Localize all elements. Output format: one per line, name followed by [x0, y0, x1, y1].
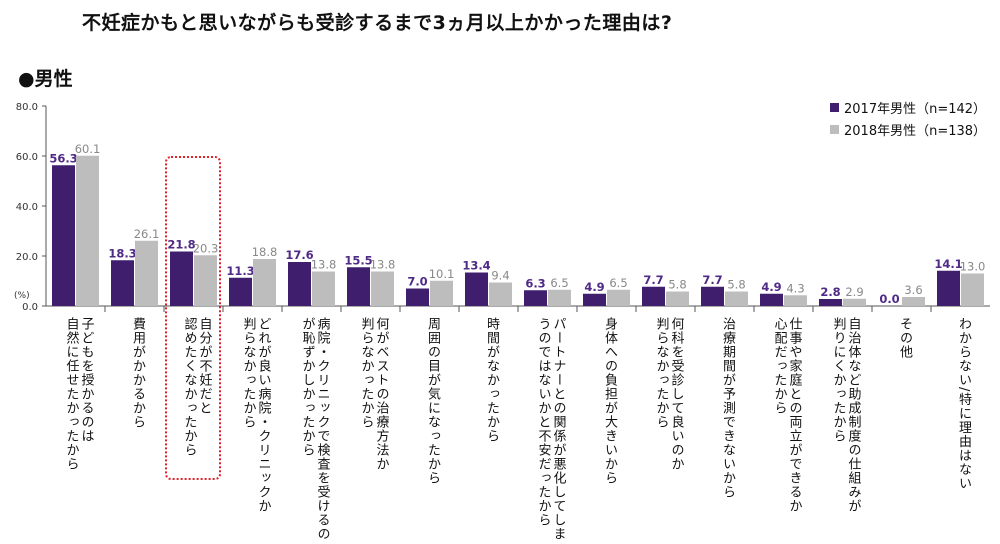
bar-2017	[52, 165, 75, 306]
bar-2018	[843, 298, 866, 306]
data-label-2018: 4.3	[786, 281, 804, 295]
bar-2018	[666, 291, 689, 306]
bar-2017	[583, 293, 606, 306]
data-label-2018: 60.1	[75, 142, 101, 156]
data-label-2017: 0.0	[879, 292, 899, 306]
bar-2018	[902, 297, 925, 306]
y-tick-label: 40.0	[16, 202, 38, 213]
bar-2018	[961, 273, 984, 306]
bar-2018	[784, 295, 807, 306]
y-tick-label: 80.0	[16, 102, 38, 113]
x-category-label: パートナーとの関係が悪化してしま うのではないかと不安だったから	[535, 317, 566, 541]
y-tick-label: 0.0	[22, 302, 38, 313]
data-label-2018: 2.9	[845, 285, 863, 299]
x-category-label: 時間がなかったから	[484, 317, 499, 443]
bar-2018	[548, 289, 571, 306]
data-label-2018: 6.5	[550, 276, 568, 290]
x-category-label: 何がベストの治療方法か 判らなかったから	[358, 317, 389, 471]
legend-label-2018: 2018年男性（n=138）	[844, 123, 987, 139]
data-label-2017: 56.3	[49, 151, 77, 165]
y-tick-label: 60.0	[16, 152, 38, 163]
data-label-2018: 13.8	[370, 258, 396, 272]
bar-2017	[111, 260, 134, 306]
x-category-label: どれが良い病院・クリニックか 判らなかったから	[240, 317, 271, 513]
bar-2018	[489, 282, 512, 306]
legend-swatch-2017	[830, 102, 839, 112]
data-label-2017: 11.3	[226, 264, 254, 278]
data-label-2017: 14.1	[934, 257, 962, 271]
bar-2017	[701, 286, 724, 306]
data-label-2017: 7.7	[702, 273, 722, 287]
data-label-2017: 4.9	[584, 280, 604, 294]
data-label-2018: 13.0	[960, 260, 986, 274]
bar-2017	[642, 286, 665, 306]
data-label-2017: 17.6	[285, 248, 313, 262]
x-category-label: 病院・クリニックで検査を受けるの が恥ずかしかったから	[299, 317, 330, 541]
bar-2018	[253, 259, 276, 306]
x-category-label: わからない/特に理由はない	[956, 317, 971, 491]
legend-swatch-2018	[830, 124, 839, 134]
legend-item-2018: 2018年男性（n=138）	[830, 118, 986, 140]
bar-2017	[347, 267, 370, 306]
x-category-label: 自分が不妊だと 認めたくなかったから	[181, 317, 212, 457]
data-label-2018: 6.5	[609, 276, 627, 290]
bar-2018	[725, 291, 748, 306]
data-label-2017: 4.9	[761, 280, 781, 294]
data-label-2018: 13.8	[311, 258, 337, 272]
section-label: ●男性	[18, 68, 73, 90]
x-category-label: その他	[897, 317, 912, 359]
data-label-2018: 5.8	[668, 278, 686, 292]
bar-2017	[406, 288, 429, 306]
data-label-2018: 26.1	[134, 227, 160, 241]
chart-title: 不妊症かもと思いながらも受診するまで3ヵ月以上かかった理由は?	[82, 12, 673, 34]
bar-2018	[430, 280, 453, 306]
bar-2018	[312, 271, 335, 306]
data-label-2018: 20.3	[193, 241, 219, 255]
data-label-2017: 7.7	[643, 273, 663, 287]
bar-2018	[607, 289, 630, 306]
bar-2018	[135, 240, 158, 306]
data-label-2018: 10.1	[429, 267, 455, 281]
legend-label-2017: 2017年男性（n=142）	[844, 101, 987, 117]
x-category-label: 子どもを授かるのは 自然に任せたかったから	[63, 317, 94, 471]
data-label-2017: 6.3	[525, 276, 545, 290]
legend: 2017年男性（n=142） 2018年男性（n=138）	[830, 96, 986, 140]
bar-2017	[288, 262, 311, 306]
data-label-2018: 5.8	[727, 278, 745, 292]
x-category-label: 周囲の目が気になったから	[425, 317, 440, 485]
bar-2017	[524, 290, 547, 306]
x-category-label: 自治体など助成制度の仕組みが 判りにくかったから	[830, 317, 861, 513]
bar-2018	[76, 155, 99, 306]
data-label-2017: 2.8	[820, 285, 840, 299]
data-label-2017: 13.4	[462, 259, 490, 273]
data-label-2017: 15.5	[344, 253, 372, 267]
bar-2017	[760, 293, 783, 306]
y-axis-unit-label: (%)	[14, 291, 30, 301]
data-label-2018: 9.4	[491, 269, 509, 283]
data-label-2018: 18.8	[252, 245, 278, 259]
x-category-label: 身体への負担が大きいから	[602, 317, 617, 485]
bar-2018	[371, 271, 394, 306]
y-tick-label: 20.0	[16, 252, 38, 263]
data-label-2018: 3.6	[904, 283, 922, 297]
highlight-box	[165, 156, 221, 480]
data-label-2017: 18.3	[108, 246, 136, 260]
data-label-2017: 7.0	[407, 275, 427, 289]
legend-item-2017: 2017年男性（n=142）	[830, 96, 986, 118]
x-category-label: 仕事や家庭との両立ができるか 心配だったから	[771, 317, 802, 513]
x-category-label: 費用がかかるから	[130, 317, 145, 429]
x-category-label: 治療期間が予測できないから	[720, 317, 735, 499]
bar-2018	[194, 255, 217, 306]
x-category-label: 何科を受診して良いのか 判らなかったから	[653, 317, 684, 471]
data-label-2017: 21.8	[167, 238, 195, 252]
bar-2017	[170, 251, 193, 306]
bar-2017	[937, 270, 960, 306]
bar-2017	[819, 299, 842, 306]
bar-2017	[465, 272, 488, 306]
bar-2017	[229, 277, 252, 306]
